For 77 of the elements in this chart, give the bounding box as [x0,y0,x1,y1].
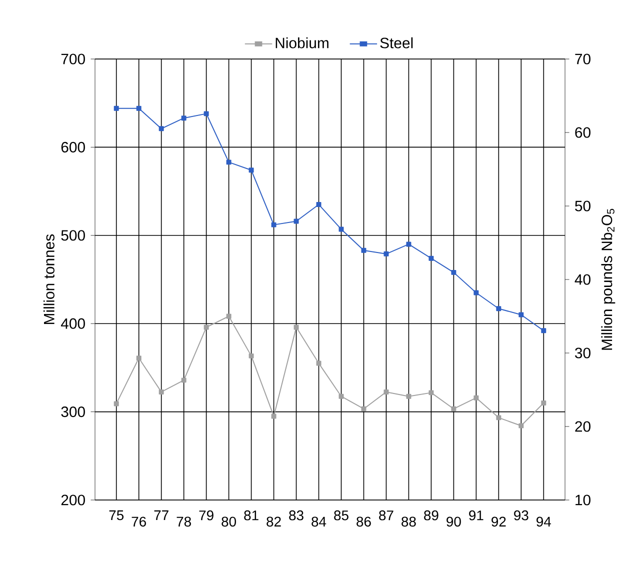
x-tick-label: 78 [176,516,191,527]
x-tick-label: 76 [132,516,146,527]
point [181,378,186,383]
point [518,312,524,318]
x-tick-label: 94 [536,516,551,527]
point [226,314,232,319]
point [136,106,142,111]
point [406,242,412,247]
y2-tick-label: 40 [574,274,590,285]
x-tick-label: 79 [199,510,214,520]
point [541,328,546,334]
x-tick-label: 81 [244,510,258,520]
point [338,226,344,232]
point [271,222,276,228]
point [204,111,209,116]
x-tick-label: 89 [424,510,438,520]
x-tick-label: 85 [334,510,348,520]
point [474,290,479,296]
y-tick-label: 600 [61,142,85,152]
y-tick-label: 300 [61,406,85,418]
point [226,160,232,165]
x-tick-label: 90 [446,516,461,527]
point [361,406,366,412]
point [541,400,546,406]
x-tick-label: 75 [109,510,124,520]
x-tick-label: 80 [222,516,236,527]
point [114,401,119,406]
point [158,126,164,132]
x-tick-label: 83 [289,510,304,520]
x-tick-label: 82 [266,516,281,527]
x-tick-label: 84 [312,516,326,527]
point [338,394,344,399]
legend-label: Niobium [276,37,328,48]
point [428,256,434,261]
point [316,202,322,208]
point [384,251,389,256]
y-tick-label: 700 [61,54,85,64]
x-tick-label: 92 [492,516,506,527]
point [518,423,524,428]
x-tick-label: 88 [402,516,416,527]
point [294,324,299,330]
y2-tick-label: 70 [575,54,590,64]
x-tick-label: 93 [514,510,528,520]
point [496,415,502,420]
legend-label: Steel [380,37,413,48]
y2-tick-label: 30 [575,348,590,358]
point [361,248,366,253]
y-tick-label: 500 [61,230,85,241]
point [474,395,479,400]
y-tick-label: 400 [60,318,85,329]
point [158,389,164,394]
point [316,360,322,366]
y-axis-title: Million tonnes [43,234,54,324]
point [114,106,119,111]
x-tick-label: 77 [154,510,168,520]
point [181,116,186,121]
point [204,324,209,330]
x-tick-label: 91 [469,510,484,520]
point [406,394,412,399]
point [384,389,389,394]
x-tick-label: 87 [379,510,394,520]
point [294,218,299,224]
point [136,356,142,361]
point [248,353,254,358]
point [496,306,502,312]
y2-tick-label: 20 [575,421,590,432]
point [271,414,276,419]
point [428,390,434,396]
y2-tick-label: 60 [575,127,590,138]
y2-tick-label: 50 [575,200,590,212]
point [248,168,254,173]
y-tick-label: 200 [61,494,85,506]
y2-axis-title: Million pounds Nb$_{2}$O$_{5}$ [601,208,616,350]
y2-tick-label: 10 [576,494,590,506]
point [451,406,456,412]
x-tick-label: 86 [356,516,371,527]
point [451,270,456,275]
